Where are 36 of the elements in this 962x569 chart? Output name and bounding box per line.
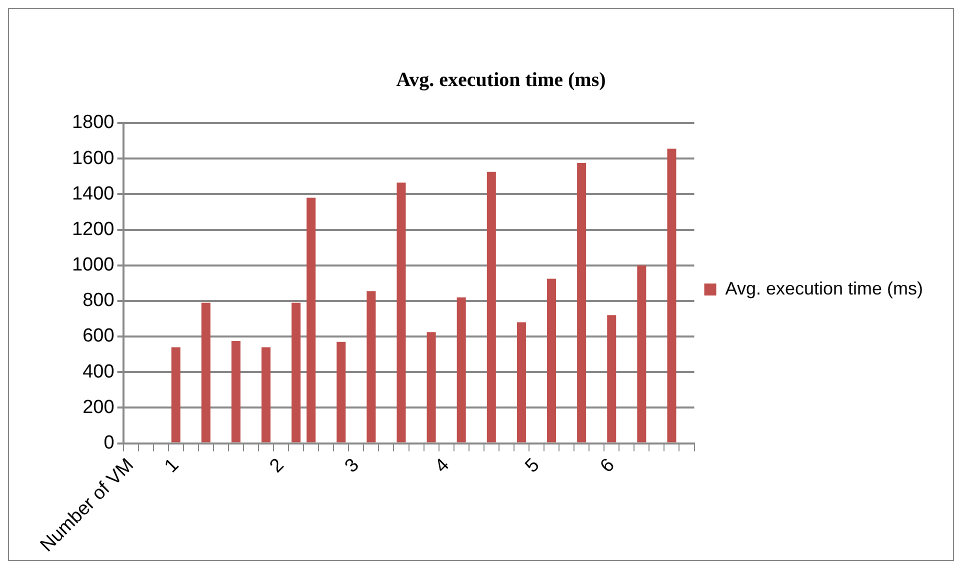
y-tick-label: 1400 <box>72 183 114 204</box>
y-tick-label: 0 <box>104 432 114 454</box>
y-tick-label: 1800 <box>72 112 114 134</box>
bar <box>426 332 436 442</box>
bar <box>201 302 210 442</box>
bar <box>667 148 676 442</box>
bar <box>547 278 556 442</box>
x-tick-label: 6 <box>596 454 619 478</box>
y-tick-label: 600 <box>82 326 114 347</box>
bar <box>396 182 406 442</box>
bar <box>171 347 180 442</box>
chart-title: Avg. execution time (ms) <box>396 69 606 92</box>
bar <box>607 315 616 442</box>
y-tick-label: 800 <box>82 290 114 312</box>
y-tick-label: 200 <box>82 396 114 418</box>
y-tick-label: 1600 <box>72 148 114 169</box>
x-tick-label: 4 <box>431 454 454 478</box>
legend-label: Avg. execution time (ms) <box>725 278 924 298</box>
bar <box>292 302 301 442</box>
bar <box>306 198 316 442</box>
bar <box>486 172 496 442</box>
y-tick-label: 400 <box>82 361 114 382</box>
x-tick-label: 5 <box>521 454 544 478</box>
bar <box>577 163 586 442</box>
bar <box>366 291 376 442</box>
bar <box>231 340 240 442</box>
x-tick-label: 3 <box>341 454 364 478</box>
y-tick-label: 1000 <box>72 254 114 276</box>
y-tick-label: 1200 <box>72 218 114 240</box>
bar <box>336 342 346 442</box>
x-tick-label: 1 <box>160 454 184 478</box>
bar <box>262 347 271 442</box>
x-tick-label: 2 <box>266 454 288 478</box>
bar <box>516 322 526 442</box>
bar <box>456 297 466 442</box>
bar <box>637 265 646 442</box>
